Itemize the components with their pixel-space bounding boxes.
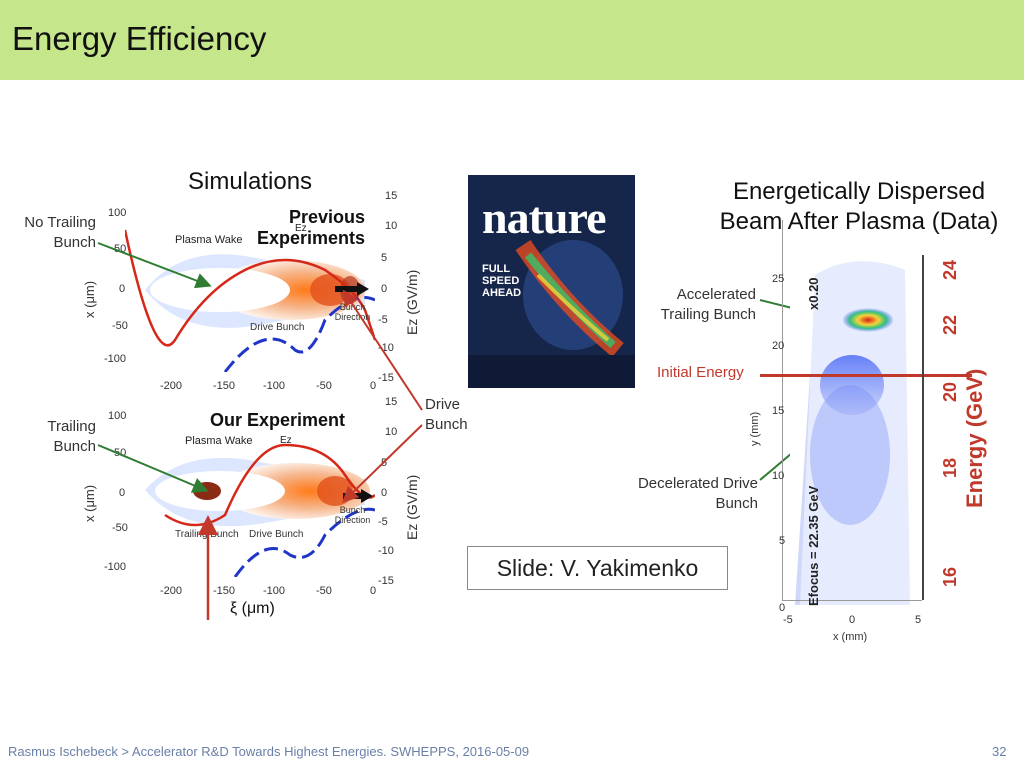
top-ytick: -50: [112, 320, 128, 332]
top-simulation-panel: Plasma Wake Ez Previous Experiments Driv…: [125, 200, 375, 372]
nature-headline: FULL SPEED AHEAD: [482, 263, 522, 299]
bottom-xtick: -150: [213, 585, 236, 597]
top-simulation-plot: [125, 200, 375, 372]
accelerated-trailing-bunch-label: Accelerated Trailing Bunch: [660, 286, 756, 323]
energy-tick: 20: [940, 381, 960, 402]
our-experiment-title: Our Experiment: [210, 410, 346, 430]
simulations-heading: Simulations: [188, 168, 313, 195]
top-xtick: -100: [263, 380, 286, 392]
bottom-ytick: 0: [119, 487, 126, 499]
data-ytick: 10: [772, 470, 785, 482]
spectrometer-image: [790, 255, 920, 605]
bottom-xtick: -50: [316, 585, 332, 597]
bottom-simulation-plot: [125, 405, 375, 577]
top-plasma-wake-label: Plasma Wake: [175, 234, 243, 246]
energy-tick: 24: [940, 259, 960, 280]
data-xtick: 5: [915, 614, 922, 626]
page-number: 32: [992, 744, 1007, 759]
top-direction-arrow-icon: [335, 282, 369, 296]
data-y-axis-label: y (mm): [749, 411, 761, 446]
top-xtick: -150: [213, 380, 236, 392]
top-rtick: -5: [378, 314, 388, 326]
efocus-label: Efocus = 22.35 GeV: [806, 485, 821, 606]
top-ez-label: Ez: [295, 223, 307, 234]
nature-cover-art: [468, 175, 635, 388]
bottom-rtick: -5: [378, 516, 388, 528]
bottom-xtick: -100: [263, 585, 286, 597]
top-ytick: 0: [119, 283, 126, 295]
top-xtick: -200: [160, 380, 183, 392]
energy-axis-label: Energy (GeV): [962, 368, 987, 508]
bottom-plasma-wake-label: Plasma Wake: [185, 435, 253, 447]
bottom-xtick: -200: [160, 585, 183, 597]
bottom-rtick: 10: [385, 426, 398, 438]
data-y-axis-line: [782, 220, 783, 600]
initial-energy-line: [760, 374, 972, 377]
data-ytick: 5: [779, 535, 786, 547]
bottom-ez-label: Ez: [280, 435, 292, 446]
top-xtick: 0: [370, 380, 377, 392]
bottom-rtick: 15: [385, 396, 398, 408]
nature-cover-image: nature FULL SPEED AHEAD: [468, 175, 635, 388]
bottom-ytick: -50: [112, 522, 128, 534]
energy-tick: 22: [940, 314, 960, 335]
top-xtick: -50: [316, 380, 332, 392]
top-rtick: 10: [385, 220, 398, 232]
decelerated-drive-bunch-label: Decelerated Drive Bunch: [637, 475, 758, 512]
nature-masthead: nature: [482, 192, 606, 243]
top-ytick: 100: [108, 207, 127, 219]
top-rtick: 5: [381, 252, 388, 264]
credit-box: Slide: V. Yakimenko: [467, 546, 728, 590]
energy-tick: 18: [940, 457, 960, 478]
data-x-axis-label: x (mm): [833, 631, 868, 643]
data-ytick: 20: [772, 340, 785, 352]
data-ytick: 0: [779, 602, 786, 614]
footer-text: Rasmus Ischebeck > Accelerator R&D Towar…: [8, 744, 530, 759]
data-ytick: 15: [772, 405, 785, 417]
data-x-axis-line: [782, 600, 922, 601]
bottom-rtick: -15: [378, 575, 394, 587]
bottom-xtick: 0: [370, 585, 377, 597]
bottom-ytick: -100: [104, 561, 127, 573]
bottom-rtick: 0: [381, 487, 388, 499]
bottom-ytick: 100: [108, 410, 127, 422]
top-rtick: 15: [385, 190, 398, 202]
top-rtick: 0: [381, 283, 388, 295]
top-drive-bunch-label: Drive Bunch: [250, 322, 305, 333]
spectrometer-plot: [790, 255, 920, 605]
data-heading: Energetically Dispersed Beam After Plasm…: [719, 178, 999, 235]
title-bar: [0, 0, 1024, 80]
drive-bunch-label: Drive Bunch: [425, 396, 468, 433]
bottom-simulation-panel: Plasma Wake Ez Our Experiment Trailing B…: [125, 405, 375, 577]
scale-label: x0.20: [806, 277, 821, 310]
top-ytick: -100: [104, 353, 127, 365]
no-trailing-bunch-label: No Trailing Bunch: [24, 214, 96, 251]
bottom-rtick: -10: [378, 545, 394, 557]
xi-axis-label: ξ (μm): [230, 600, 275, 617]
data-xtick: 0: [849, 614, 856, 626]
top-rtick: -15: [378, 372, 394, 384]
bottom-drive-bunch-label: Drive Bunch: [249, 529, 304, 540]
data-ytick: 25: [772, 273, 785, 285]
bottom-bunch-direction-label: Bunch Direction: [334, 505, 371, 525]
data-xtick: -5: [783, 614, 793, 626]
energy-scale-line: [922, 255, 924, 600]
slide-title: Energy Efficiency: [12, 20, 267, 57]
previous-experiments-title: Previous Experiments: [256, 207, 365, 248]
energy-tick: 16: [940, 566, 960, 587]
initial-energy-label: Initial Energy: [657, 364, 744, 381]
trailing-bunch-label: Trailing Bunch: [47, 418, 96, 455]
